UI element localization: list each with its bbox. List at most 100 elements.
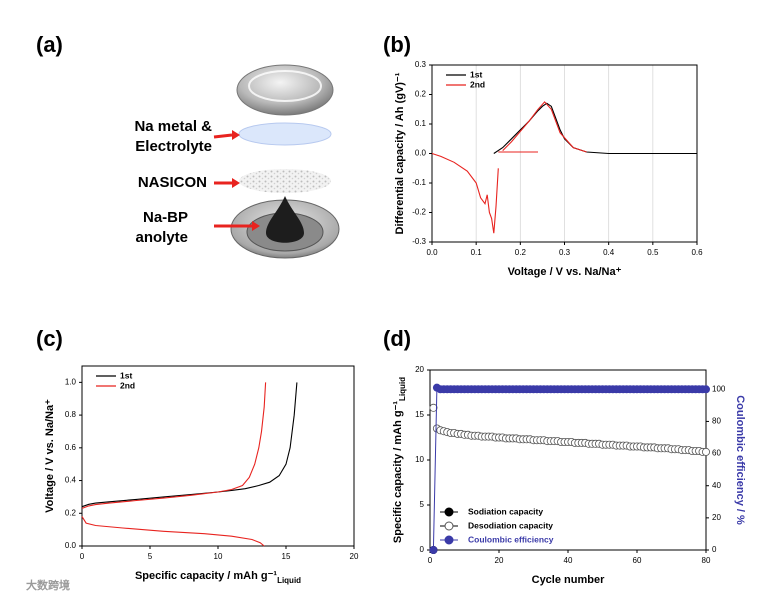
series-line (81, 382, 267, 547)
x-axis-label-sub: Liquid (277, 576, 301, 585)
y-axis-label: Differential capacity / Ah (gV)⁻¹ (394, 72, 406, 234)
y-tick-label: 0.1 (415, 119, 427, 128)
x-tick-label: 0 (428, 556, 433, 565)
y-tick-label: 1.0 (65, 377, 77, 386)
y2-tick-label: 40 (712, 481, 721, 490)
y-tick-label: 5 (420, 500, 425, 509)
nasicon-disk (239, 169, 331, 193)
legend-label: Desodiation capacity (468, 520, 553, 530)
cap-highlight (248, 70, 322, 102)
x-tick-label: 0.1 (471, 248, 483, 257)
diagram-label: Na-BP (143, 209, 188, 226)
y-tick-label: 0.3 (415, 60, 427, 69)
y-tick-label: 0.2 (415, 90, 427, 99)
panel-label: (a) (36, 32, 63, 57)
y-axis-label-text: Specific capacity / mAh g⁻¹ (392, 401, 404, 543)
y-tick-label: -0.3 (412, 237, 426, 246)
x-tick-label: 5 (148, 552, 153, 561)
y-tick-label: -0.2 (412, 208, 426, 217)
y-tick-label: 0.8 (65, 410, 77, 419)
legend-label: Sodiation capacity (468, 506, 543, 516)
y-tick-label: 20 (415, 365, 424, 374)
electrolyte-disk (238, 122, 332, 146)
x-tick-label: 20 (495, 556, 504, 565)
diagram-label: NASICON (138, 174, 207, 191)
y-axis-label: Specific capacity / mAh g⁻¹Liquid (392, 377, 407, 543)
y-axis-label: Voltage / V vs. Na/Na⁺ (44, 399, 56, 513)
panel-chart: 0 5 10 15 20 0.0 0.2 0.4 0.6 0.8 1.0 Specific capac… (44, 365, 359, 585)
x-tick-label: 10 (214, 552, 223, 561)
legend-marker (444, 507, 454, 517)
panel-label: (b) (383, 32, 411, 57)
y-tick-label: 0 (420, 545, 425, 554)
diagram-label: Na metal & (134, 118, 212, 135)
x-axis-label: Cycle number (532, 574, 605, 586)
legend-label: 1st (120, 370, 132, 380)
y-tick-label: -0.1 (412, 178, 426, 187)
y-axis-label-sub: Liquid (398, 377, 407, 401)
legend-label: Coulombic efficiency (468, 534, 554, 544)
y2-tick-label: 60 (712, 449, 721, 458)
series-line (493, 102, 697, 155)
y-tick-label: 15 (415, 410, 424, 419)
x-tick-label: 60 (633, 556, 642, 565)
cap (236, 64, 334, 116)
arrow-head (232, 130, 240, 140)
x-axis-label: Specific capacity / mAh g⁻¹Liquid (135, 570, 301, 585)
series-line (431, 101, 587, 234)
y-tick-label: 10 (415, 455, 424, 464)
legend-marker (444, 535, 454, 545)
legend-label: 1st (470, 69, 482, 79)
diagram-label: Electrolyte (135, 138, 212, 155)
series-line (81, 382, 298, 508)
cell-diagram: Na metal & Electrolyte NASICON Na-BP ano… (134, 64, 340, 259)
y-tick-label: 0.0 (65, 541, 77, 550)
y2-tick-label: 0 (712, 545, 717, 554)
x-tick-label: 15 (282, 552, 291, 561)
x-tick-label: 0 (80, 552, 85, 561)
arrow-head (232, 178, 240, 188)
y2-tick-label: 100 (712, 384, 726, 393)
x-axis-label: Voltage / V vs. Na/Na⁺ (508, 266, 622, 278)
marker (702, 385, 711, 394)
y-axis-label-text: Differential capacity / Ah (gV)⁻¹ (394, 72, 406, 234)
legend-marker (444, 521, 454, 531)
plot-frame (429, 369, 707, 551)
panel-chart: 0.0 0.1 0.2 0.3 0.4 0.5 0.6 -0.3 -0.2 -0.1 0.0 0.1 0… (394, 60, 703, 278)
panel-label: (d) (383, 326, 411, 351)
y-axis-label-text: Voltage / V vs. Na/Na⁺ (44, 399, 56, 513)
anolyte-drop (266, 196, 304, 243)
marker (429, 546, 438, 555)
x-tick-label: 40 (564, 556, 573, 565)
x-tick-label: 80 (702, 556, 711, 565)
x-tick-label: 0.6 (691, 248, 703, 257)
x-axis-label-text: Cycle number (532, 574, 605, 586)
legend-label: 2nd (470, 79, 485, 89)
y-tick-label: 0.6 (65, 443, 77, 452)
x-axis-label-text: Specific capacity / mAh g⁻¹ (135, 570, 277, 582)
x-axis-label-text: Voltage / V vs. Na/Na⁺ (508, 266, 622, 278)
y2-tick-label: 20 (712, 513, 721, 522)
marker (702, 447, 711, 456)
y-tick-label: 0.0 (415, 149, 427, 158)
arrow (213, 133, 233, 139)
y-tick-label: 0.4 (65, 476, 77, 485)
x-tick-label: 20 (350, 552, 359, 561)
x-tick-label: 0.5 (647, 248, 659, 257)
y2-tick-label: 80 (712, 417, 721, 426)
x-tick-label: 0.3 (559, 248, 571, 257)
y-tick-label: 0.2 (65, 508, 77, 517)
diagram-label: anolyte (135, 229, 188, 246)
x-tick-label: 0.2 (515, 248, 527, 257)
x-tick-label: 0.0 (426, 248, 438, 257)
panel-label: (c) (36, 326, 63, 351)
watermark: 大数跨境 (26, 578, 70, 592)
marker (429, 403, 438, 412)
y2-axis-label: Coulombic efficiency / % (734, 395, 746, 525)
plot-frame (81, 365, 355, 547)
legend-label: 2nd (120, 380, 135, 390)
x-tick-label: 0.4 (603, 248, 615, 257)
arrow-head (252, 221, 260, 231)
